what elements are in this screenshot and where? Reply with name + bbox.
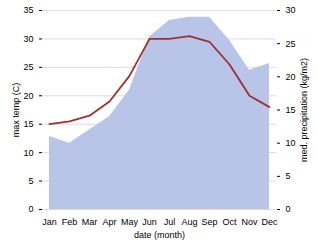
svg-text:Aug: Aug	[181, 217, 197, 227]
svg-text:Nov: Nov	[241, 217, 258, 227]
svg-text:0: 0	[28, 204, 33, 214]
svg-text:Jun: Jun	[142, 217, 157, 227]
svg-text:Feb: Feb	[62, 217, 78, 227]
svg-text:5: 5	[28, 176, 33, 186]
svg-text:0: 0	[286, 204, 291, 214]
svg-text:Jul: Jul	[164, 217, 176, 227]
svg-text:May: May	[121, 217, 139, 227]
svg-text:Oct: Oct	[222, 217, 237, 227]
svg-text:max temp (C): max temp (C)	[11, 83, 21, 138]
svg-text:5: 5	[286, 171, 291, 181]
svg-text:Apr: Apr	[102, 217, 116, 227]
svg-text:Jan: Jan	[42, 217, 57, 227]
svg-text:Mar: Mar	[82, 217, 98, 227]
svg-text:Sep: Sep	[201, 217, 217, 227]
svg-text:20: 20	[23, 91, 33, 101]
svg-text:30: 30	[286, 5, 296, 15]
svg-text:25: 25	[23, 62, 33, 72]
svg-text:10: 10	[23, 148, 33, 158]
svg-text:med. precipitation (kg/m2): med. precipitation (kg/m2)	[299, 58, 309, 162]
svg-text:15: 15	[286, 105, 296, 115]
svg-text:10: 10	[286, 138, 296, 148]
svg-text:25: 25	[286, 39, 296, 49]
svg-text:Dec: Dec	[261, 217, 278, 227]
svg-text:date (month): date (month)	[134, 230, 185, 240]
svg-text:15: 15	[23, 119, 33, 129]
svg-text:30: 30	[23, 34, 33, 44]
svg-text:35: 35	[23, 5, 33, 15]
svg-text:20: 20	[286, 72, 296, 82]
